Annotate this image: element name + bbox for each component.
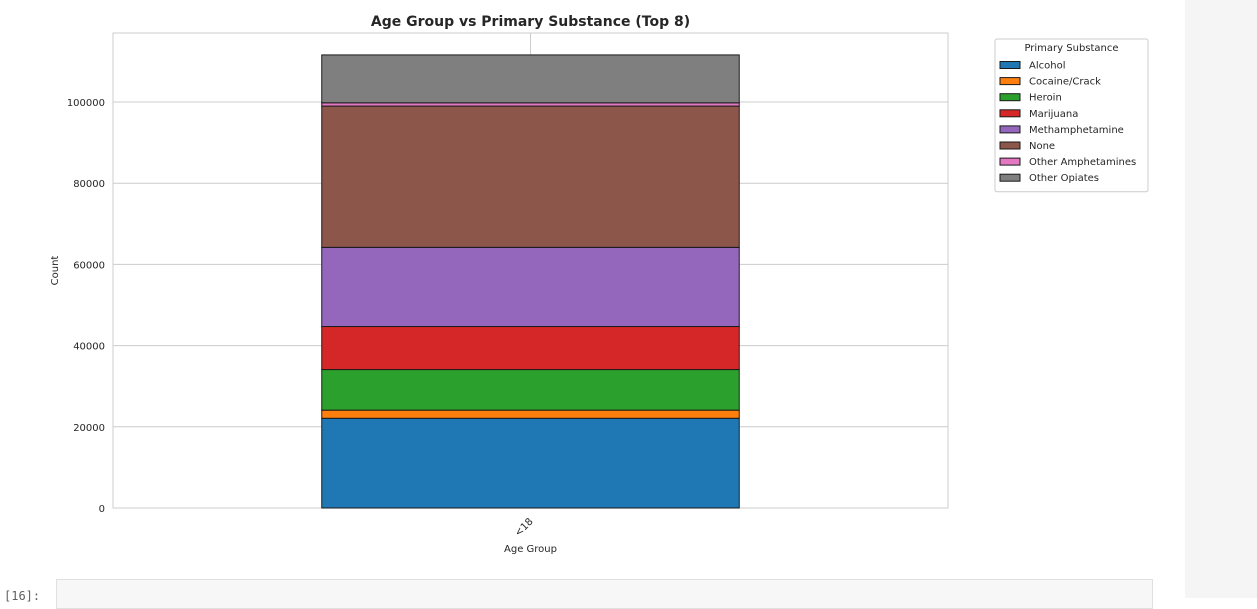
x-axis-label: Age Group	[504, 544, 557, 555]
next-cell-prompt: [16]:	[4, 589, 41, 603]
legend-swatch	[999, 173, 1021, 182]
legend-title: Primary Substance	[1024, 43, 1118, 54]
bar-segment-marijuana	[321, 326, 740, 371]
y-tick-label: 20000	[73, 423, 105, 434]
right-gutter	[1185, 0, 1257, 598]
legend-label: Other Amphetamines	[1029, 157, 1136, 168]
legend-label: Marijuana	[1029, 109, 1078, 120]
legend-frame	[994, 38, 1149, 193]
cell-output-area: 0 20000 40000 60000 80000 100000 <18 Age Grou…	[50, 14, 1149, 555]
legend-swatch	[999, 157, 1021, 166]
chart-title: Age Group vs Primary Substance (Top 8)	[371, 14, 690, 30]
legend-swatch	[999, 93, 1021, 102]
legend-label: Other Opiates	[1029, 173, 1099, 184]
bar-segment-other-opiates	[321, 54, 740, 104]
y-tick-label: 60000	[73, 260, 105, 271]
x-tick-label: <18	[513, 516, 536, 539]
bar-segment-none	[321, 105, 740, 248]
x-tick-labels: <18	[513, 516, 536, 539]
y-tick-label: 100000	[67, 98, 105, 109]
y-tick-label: 40000	[73, 342, 105, 353]
legend-swatch	[999, 61, 1021, 69]
next-cell-input[interactable]	[56, 579, 1153, 609]
legend-label: Heroin	[1029, 93, 1062, 104]
bar-segment-alcohol	[321, 417, 740, 509]
legend-label: Alcohol	[1029, 61, 1065, 72]
y-tick-labels: 0 20000 40000 60000 80000 100000	[67, 98, 105, 515]
bar-segment-cocaine-crack	[321, 409, 740, 419]
legend-swatch	[999, 125, 1021, 134]
y-axis-label: Count	[50, 256, 61, 286]
legend-swatch	[999, 77, 1021, 86]
bar-segment-heroin	[321, 369, 740, 411]
stacked-bar-chart: 0 20000 40000 60000 80000 100000 <18 Age Grou…	[50, 14, 1149, 555]
legend-swatch	[999, 109, 1021, 118]
legend: Primary Substance Alcohol Cocaine/Crack He…	[994, 38, 1149, 193]
legend-label: None	[1029, 141, 1055, 152]
legend-label: Methamphetamine	[1029, 125, 1124, 136]
y-tick-label: 80000	[73, 179, 105, 190]
legend-label: Cocaine/Crack	[1029, 77, 1101, 88]
y-tick-label: 0	[99, 504, 105, 515]
bar-segment-methamphetamine	[321, 246, 740, 328]
legend-swatch	[999, 141, 1021, 150]
legend-items: Alcohol Cocaine/Crack Heroin Marijuana Metha…	[999, 61, 1136, 184]
bar-segments	[321, 54, 740, 509]
